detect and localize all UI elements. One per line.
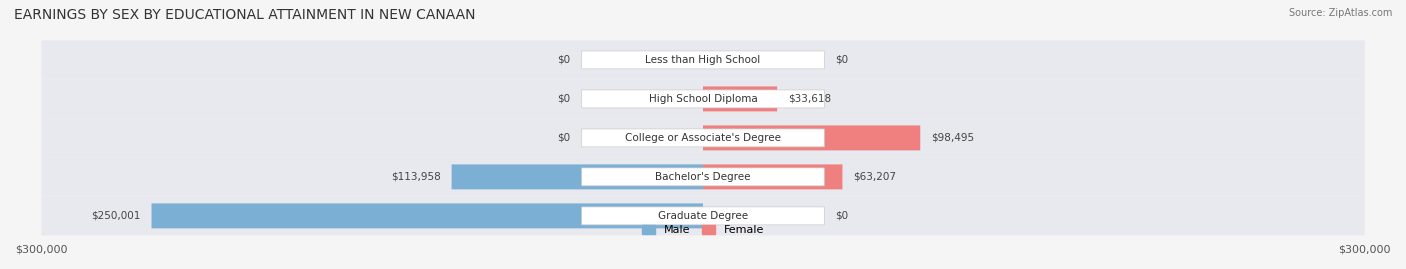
FancyBboxPatch shape bbox=[582, 168, 824, 186]
Legend: Male, Female: Male, Female bbox=[637, 221, 769, 240]
FancyBboxPatch shape bbox=[152, 203, 703, 228]
Text: Less than High School: Less than High School bbox=[645, 55, 761, 65]
Text: High School Diploma: High School Diploma bbox=[648, 94, 758, 104]
Text: $113,958: $113,958 bbox=[391, 172, 440, 182]
FancyBboxPatch shape bbox=[451, 164, 703, 189]
Text: $33,618: $33,618 bbox=[789, 94, 831, 104]
FancyBboxPatch shape bbox=[703, 125, 921, 150]
Text: $0: $0 bbox=[835, 211, 848, 221]
Text: EARNINGS BY SEX BY EDUCATIONAL ATTAINMENT IN NEW CANAAN: EARNINGS BY SEX BY EDUCATIONAL ATTAINMEN… bbox=[14, 8, 475, 22]
Text: Bachelor's Degree: Bachelor's Degree bbox=[655, 172, 751, 182]
Text: Source: ZipAtlas.com: Source: ZipAtlas.com bbox=[1288, 8, 1392, 18]
FancyBboxPatch shape bbox=[41, 196, 1365, 235]
Text: $250,001: $250,001 bbox=[91, 211, 141, 221]
FancyBboxPatch shape bbox=[582, 90, 824, 108]
FancyBboxPatch shape bbox=[41, 118, 1365, 157]
FancyBboxPatch shape bbox=[582, 129, 824, 147]
FancyBboxPatch shape bbox=[703, 86, 778, 111]
Text: $0: $0 bbox=[558, 94, 571, 104]
Text: $0: $0 bbox=[835, 55, 848, 65]
FancyBboxPatch shape bbox=[582, 51, 824, 69]
FancyBboxPatch shape bbox=[41, 79, 1365, 118]
FancyBboxPatch shape bbox=[582, 207, 824, 225]
Text: $98,495: $98,495 bbox=[931, 133, 974, 143]
FancyBboxPatch shape bbox=[703, 164, 842, 189]
Text: $63,207: $63,207 bbox=[853, 172, 897, 182]
Text: Graduate Degree: Graduate Degree bbox=[658, 211, 748, 221]
FancyBboxPatch shape bbox=[41, 40, 1365, 79]
Text: $0: $0 bbox=[558, 55, 571, 65]
Text: College or Associate's Degree: College or Associate's Degree bbox=[626, 133, 780, 143]
FancyBboxPatch shape bbox=[41, 157, 1365, 196]
Text: $0: $0 bbox=[558, 133, 571, 143]
